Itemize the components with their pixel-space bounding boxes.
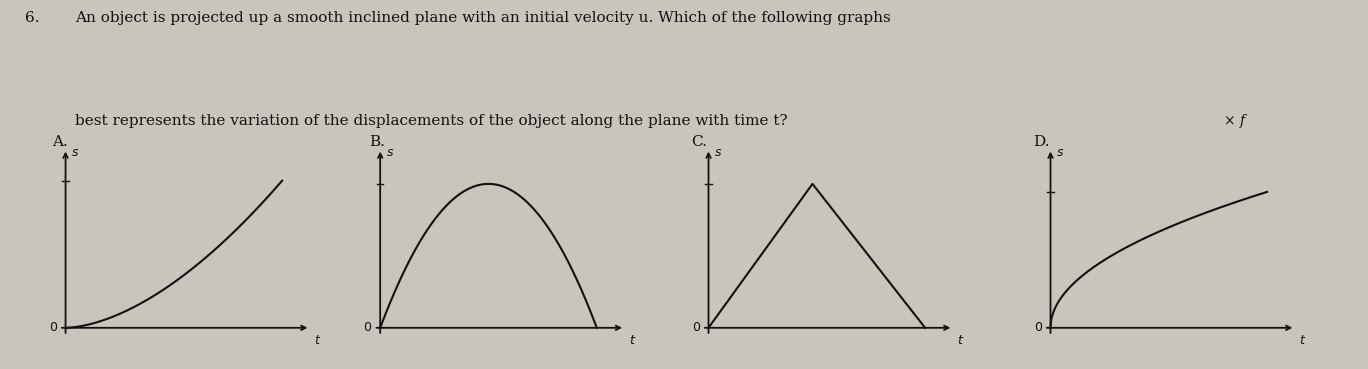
- Text: 0: 0: [1034, 321, 1042, 334]
- Text: 0: 0: [692, 321, 700, 334]
- Text: t: t: [315, 334, 320, 347]
- Text: t: t: [1300, 334, 1305, 347]
- Text: A.: A.: [52, 135, 68, 149]
- Text: 6.: 6.: [25, 11, 40, 25]
- Text: 0: 0: [49, 321, 57, 334]
- Text: 0: 0: [364, 321, 372, 334]
- Text: D.: D.: [1033, 135, 1049, 149]
- Text: s: s: [715, 145, 721, 159]
- Text: s: s: [1057, 145, 1063, 159]
- Text: best represents the variation of the displacements of the object along the plane: best represents the variation of the dis…: [75, 114, 788, 128]
- Text: s: s: [73, 145, 78, 159]
- Text: × f: × f: [1224, 114, 1245, 128]
- Text: t: t: [629, 334, 635, 347]
- Text: B.: B.: [369, 135, 386, 149]
- Text: An object is projected up a smooth inclined plane with an initial velocity u. Wh: An object is projected up a smooth incli…: [75, 11, 891, 25]
- Text: C.: C.: [691, 135, 707, 149]
- Text: s: s: [387, 145, 393, 159]
- Text: t: t: [958, 334, 963, 347]
